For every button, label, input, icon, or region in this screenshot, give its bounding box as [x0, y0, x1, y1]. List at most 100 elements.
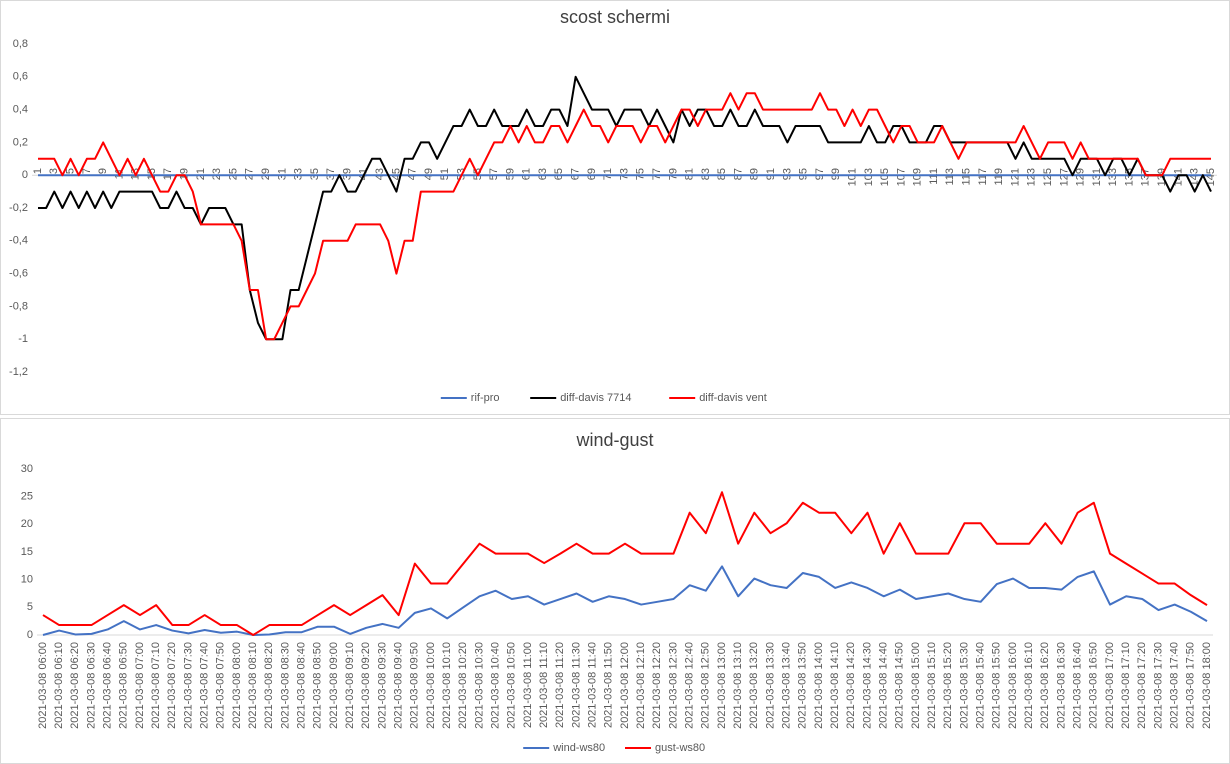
x-tick-label: 65 [553, 168, 565, 180]
x-tick-label: 2021-03-08 17:10 [1120, 642, 1132, 729]
x-tick-label: 109 [912, 168, 924, 186]
y-tick-label: -1 [18, 333, 28, 345]
x-tick-label: 2021-03-08 10:00 [425, 642, 437, 729]
x-tick-label: 77 [651, 168, 663, 180]
x-tick-label: 2021-03-08 08:00 [231, 642, 243, 729]
x-tick-label: 107 [895, 168, 907, 186]
x-tick-label: 2021-03-08 16:20 [1039, 642, 1051, 729]
x-tick-label: 101 [846, 168, 858, 186]
x-tick-label: 2021-03-08 11:30 [570, 642, 582, 728]
x-tick-label: 135 [1123, 168, 1135, 186]
x-tick-label: 67 [570, 168, 582, 180]
x-tick-label: 2021-03-08 11:20 [554, 642, 566, 728]
x-tick-label: 2021-03-08 10:30 [473, 642, 485, 729]
x-tick-label: 2021-03-08 06:00 [37, 642, 49, 729]
x-tick-label: 2021-03-08 16:30 [1055, 642, 1067, 729]
x-tick-label: 69 [586, 168, 598, 180]
x-tick-label: 2021-03-08 06:10 [53, 642, 65, 729]
x-tick-label: 2021-03-08 08:40 [296, 642, 308, 729]
x-tick-label: 2021-03-08 14:50 [894, 642, 906, 729]
x-tick-label: 2021-03-08 16:40 [1072, 642, 1084, 729]
x-tick-label: 2021-03-08 07:20 [166, 642, 178, 729]
x-tick-label: 2021-03-08 15:50 [991, 642, 1003, 729]
x-tick-label: 2021-03-08 11:50 [603, 642, 615, 728]
y-tick-label: -0,6 [9, 268, 28, 280]
y-tick-label: -0,2 [9, 202, 28, 214]
x-tick-label: 145 [1205, 168, 1217, 186]
chart-title: scost schermi [560, 7, 670, 27]
x-tick-label: 2021-03-08 08:20 [263, 642, 275, 729]
x-tick-label: 23 [211, 168, 223, 180]
x-tick-label: 21 [195, 168, 207, 180]
y-tick-label: 0,8 [13, 38, 28, 50]
x-tick-label: 2021-03-08 09:20 [360, 642, 372, 729]
x-tick-label: 2021-03-08 15:00 [910, 642, 922, 729]
x-tick-label: 117 [977, 168, 989, 186]
series-line [42, 565, 1208, 636]
x-tick-label: 2021-03-08 11:10 [538, 642, 550, 728]
x-tick-label: 2021-03-08 13:20 [748, 642, 760, 729]
x-tick-label: 19 [179, 168, 191, 180]
y-tick-label: 25 [21, 491, 33, 503]
x-tick-label: 2021-03-08 07:50 [215, 642, 227, 729]
y-tick-label: 10 [21, 574, 33, 586]
x-tick-label: 113 [944, 168, 956, 186]
x-tick-label: 2021-03-08 06:30 [85, 642, 97, 729]
x-tick-label: 83 [700, 168, 712, 180]
x-tick-label: 127 [1058, 168, 1070, 186]
x-tick-label: 121 [1009, 168, 1021, 186]
chart-frame [0, 0, 1230, 415]
y-tick-label: 30 [21, 463, 33, 475]
x-tick-label: 2021-03-08 12:00 [619, 642, 631, 729]
x-tick-label: 2021-03-08 18:00 [1201, 642, 1213, 729]
y-tick-label: 20 [21, 518, 33, 530]
y-tick-label: 0,6 [13, 71, 28, 83]
chart-title: wind-gust [575, 430, 653, 450]
x-tick-label: 79 [667, 168, 679, 180]
x-tick-label: 35 [309, 168, 321, 180]
x-tick-label: 2021-03-08 12:50 [700, 642, 712, 729]
x-tick-label: 2021-03-08 17:20 [1136, 642, 1148, 729]
x-tick-label: 2021-03-08 10:20 [457, 642, 469, 729]
x-tick-label: 2021-03-08 17:40 [1169, 642, 1181, 729]
x-tick-label: 1 [32, 168, 44, 174]
x-tick-label: 129 [1075, 168, 1087, 186]
x-tick-label: 119 [993, 168, 1005, 186]
x-tick-label: 97 [814, 168, 826, 180]
x-tick-label: 2021-03-08 15:20 [942, 642, 954, 729]
x-tick-label: 131 [1091, 168, 1103, 186]
x-tick-label: 2021-03-08 16:10 [1023, 642, 1035, 729]
x-tick-label: 2021-03-08 12:20 [651, 642, 663, 729]
x-tick-label: 25 [227, 168, 239, 180]
y-tick-label: 0 [22, 169, 28, 181]
x-tick-label: 7 [81, 168, 93, 174]
x-tick-label: 2021-03-08 08:30 [279, 642, 291, 729]
x-tick-label: 49 [423, 168, 435, 180]
legend-label: diff-davis 7714 [560, 392, 631, 404]
x-tick-label: 2021-03-08 09:50 [409, 642, 421, 729]
x-tick-label: 2021-03-08 14:40 [878, 642, 890, 729]
x-tick-label: 2021-03-08 15:10 [926, 642, 938, 729]
x-tick-label: 73 [618, 168, 630, 180]
x-tick-label: 2021-03-08 12:40 [684, 642, 696, 729]
x-tick-label: 2021-03-08 09:30 [376, 642, 388, 729]
x-tick-label: 75 [635, 168, 647, 180]
x-tick-label: 2021-03-08 11:00 [522, 642, 534, 728]
x-tick-label: 87 [732, 168, 744, 180]
legend-label: wind-ws80 [552, 742, 605, 754]
x-tick-label: 2021-03-08 13:50 [797, 642, 809, 729]
x-tick-label: 2021-03-08 10:50 [506, 642, 518, 729]
x-tick-label: 2021-03-08 12:10 [635, 642, 647, 729]
x-tick-label: 27 [244, 168, 256, 180]
x-tick-label: 115 [961, 168, 973, 186]
x-tick-label: 2021-03-08 09:40 [393, 642, 405, 729]
chart-frame [0, 418, 1230, 764]
x-tick-label: 85 [716, 168, 728, 180]
x-tick-label: 2021-03-08 06:20 [69, 642, 81, 729]
y-tick-label: 0,2 [13, 136, 28, 148]
x-tick-label: 2021-03-08 08:50 [312, 642, 324, 729]
x-tick-label: 2021-03-08 13:30 [764, 642, 776, 729]
x-tick-label: 2021-03-08 17:30 [1152, 642, 1164, 729]
x-tick-label: 9 [97, 168, 109, 174]
